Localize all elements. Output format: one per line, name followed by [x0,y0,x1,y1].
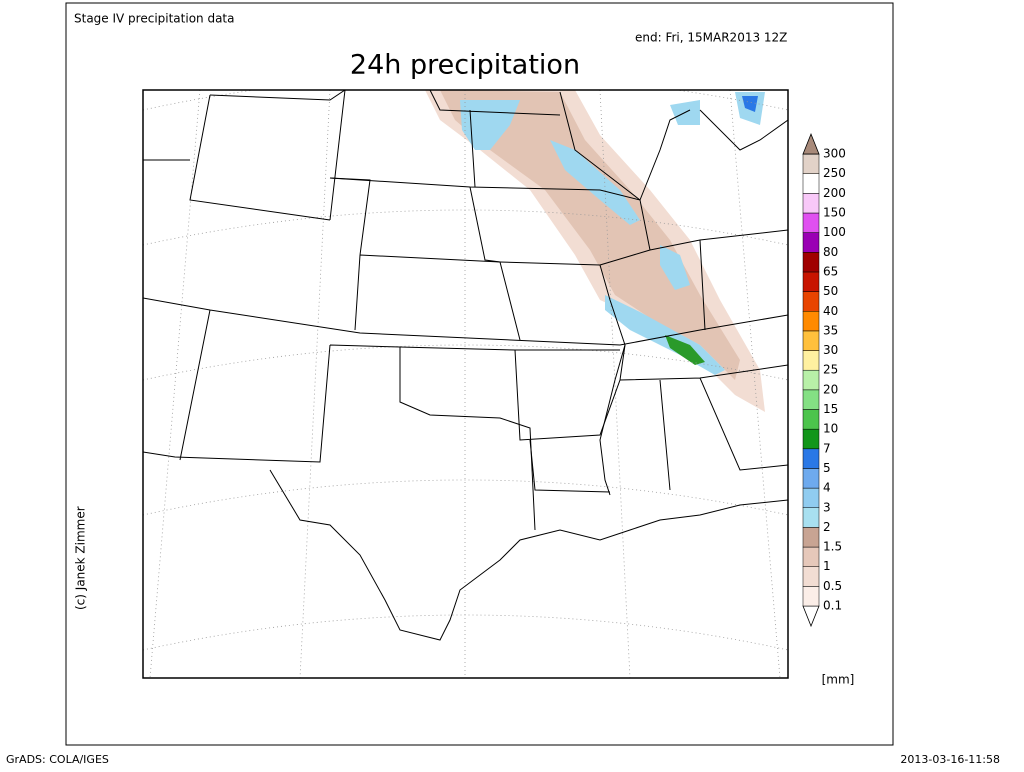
colorbar: 0.1 0.5 1 1.5 2 3 4 5 7 10 15 20 25 30 35 40 50 65 80 100 15… [802,132,846,628]
colorbar-label: 3 [823,500,831,514]
unit-label: [mm] [822,673,855,687]
colorbar-box [802,330,820,351]
colorbar-box [802,252,820,273]
graticule [143,90,788,678]
colorbar-label: 15 [823,402,838,416]
precip-dark-blue [742,96,758,112]
colorbar-box [802,291,820,312]
colorbar-box [802,507,820,528]
colorbar-label: 80 [823,245,838,259]
colorbar-box [802,232,820,253]
map-title: 24h precipitation [350,50,580,81]
colorbar-box [802,153,820,174]
valid-time: end: Fri, 15MAR2013 12Z [635,31,787,45]
colorbar-box [802,369,820,391]
colorbar-box [802,409,820,430]
colorbar-label: 200 [823,186,846,200]
colorbar-label: 250 [823,166,846,180]
precip-mid [440,90,740,380]
precip-green [665,335,705,365]
state-borders [143,90,788,641]
colorbar-box [802,193,820,214]
colorbar-label: 300 [823,147,846,161]
source-label: Stage IV precipitation data [74,12,235,26]
colorbar-box [802,468,820,489]
colorbar-box [802,389,820,410]
colorbar-label: 40 [823,304,838,318]
precip-field [425,90,765,412]
colorbar-box [802,428,820,450]
credit: (c) Janek Zimmer [74,506,88,610]
colorbar-label: 0.5 [823,579,842,593]
colorbar-box [802,586,820,607]
colorbar-label: 1.5 [823,540,842,554]
colorbar-box [802,527,820,548]
colorbar-box [802,311,820,332]
colorbar-box [802,212,820,233]
colorbar-label: 5 [823,461,831,475]
colorbar-label: 100 [823,225,846,239]
colorbar-box [802,546,820,567]
colorbar-label: 7 [823,441,831,455]
colorbar-box [802,448,820,469]
footer-right: 2013-03-16-11:58 [900,753,1000,766]
colorbar-label: 0.1 [823,599,842,613]
colorbar-label: 1 [823,559,831,573]
colorbar-label: 4 [823,481,831,495]
colorbar-box [802,271,820,292]
colorbar-label: 65 [823,264,838,278]
colorbar-box [802,173,820,194]
colorbar-label: 50 [823,284,838,298]
map-frame [142,89,789,679]
colorbar-label: 2 [823,520,831,534]
colorbar-label: 150 [823,206,846,220]
map [142,89,789,679]
colorbar-box [802,350,820,371]
footer-left: GrADS: COLA/IGES [6,753,109,766]
colorbar-label: 35 [823,323,838,337]
colorbar-label: 30 [823,343,838,357]
colorbar-high-triangle [802,132,820,155]
colorbar-box [802,566,820,587]
colorbar-label: 20 [823,382,838,396]
precip-blue [460,92,765,375]
colorbar-label: 25 [823,363,838,377]
colorbar-box [802,487,820,509]
colorbar-label: 10 [823,422,838,436]
